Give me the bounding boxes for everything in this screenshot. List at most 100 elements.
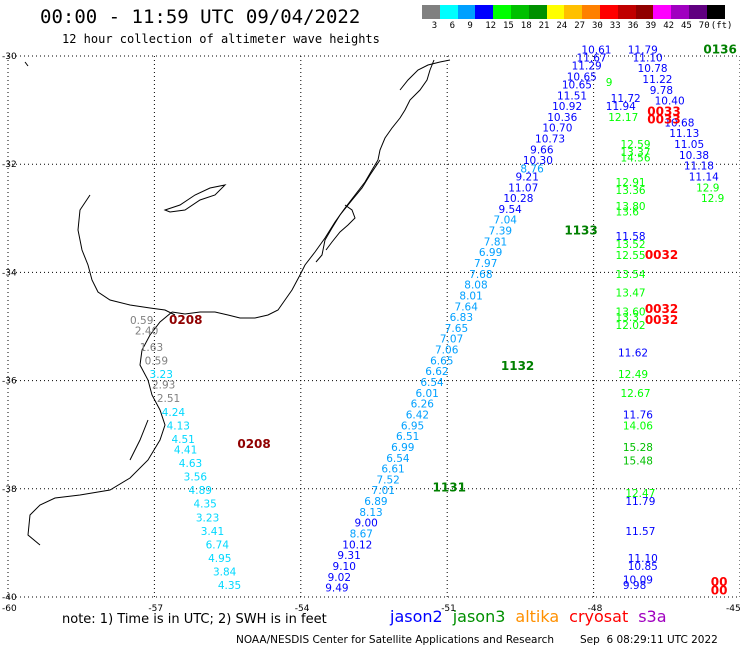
wave-height-value: 12.02 [616,320,646,332]
wave-height-value: 6.95 [401,420,424,432]
color-scale-label: 45 [681,21,692,31]
pass-time-label: 0032 [645,248,678,262]
wave-height-value: 9.31 [337,550,360,562]
wave-height-value: 10.65 [567,71,597,83]
wave-height-value: 14.06 [623,420,653,432]
wave-height-value: 3.41 [201,526,224,538]
wave-height-value: 7.06 [435,345,459,357]
wave-height-value: 14.56 [620,152,650,164]
units-note: note: 1) Time is in UTC; 2) SWH is in fe… [62,612,327,627]
wave-height-value: 10.36 [547,112,577,124]
wave-height-value: 9.21 [516,171,539,183]
wave-height-value: 0.59 [130,315,153,327]
wave-height-value: 4.24 [162,407,186,419]
color-swatch [475,5,494,19]
color-scale-label: 3 [431,21,438,31]
wave-height-value: 13.3 [616,312,639,324]
legend-entry: s3a [638,607,667,626]
coastline-lagoon-upper [399,59,451,91]
wave-height-value: 10.85 [628,561,658,573]
wave-height-value: 6.54 [386,453,410,465]
wave-height-value: 11.79 [625,496,655,508]
color-scale-label: 33 [609,21,621,31]
generation-timestamp: Sep 6 08:29:11 UTC 2022 [580,634,718,646]
color-swatch [493,5,511,19]
wave-height-value: 12.9 [696,182,719,194]
wave-height-value: 9.66 [530,144,554,156]
wave-height-value: 9.02 [328,572,351,584]
wave-height-value: 10.70 [542,123,572,135]
legend-entry: jason2 [390,607,443,626]
wave-height-value: 4.95 [208,553,231,565]
wave-height-value: 11.29 [572,61,602,73]
wave-height-value: 13.54 [616,269,646,281]
wave-height-value: 9.10 [333,561,356,573]
wave-height-value: 9.78 [650,85,673,97]
color-scale-label: 6 [449,21,456,31]
wave-height-value: 11.57 [625,526,655,538]
color-scale-label: 15 [503,21,514,31]
wave-height-value: 12.91 [616,177,646,189]
wave-height-value: 12.47 [625,488,655,500]
wave-height-value: 1.63 [140,342,163,354]
wave-height-value: 4.35 [193,499,216,511]
color-scale-label: 12 [485,21,497,31]
wave-height-value: 9.00 [354,518,377,530]
legend-entry: cryosat [569,607,629,626]
wave-height-value: 6.61 [381,464,404,476]
wave-height-value: 7.04 [494,215,518,227]
color-swatch [688,5,707,19]
color-scale-label: 9 [467,21,473,31]
wave-height-value: 7.52 [376,474,399,486]
wave-height-value: 2.40 [135,326,158,338]
wave-height-value: 6.51 [396,431,419,443]
wave-height-value: 10.12 [342,539,372,551]
pass-time-label: 00 [711,575,728,589]
wave-height-value: 6.99 [479,247,502,259]
color-scale-label: 27 [574,21,586,31]
lat-tick-label: -32 [2,160,17,170]
coastline-patos-lagoon [315,159,381,263]
wave-height-value: 10.09 [623,574,653,586]
lon-tick-label: -45 [726,604,740,614]
axis-ticks: -60 -57 -54 -51 -48 -45 -30 -32 -34 -36 -38 -40 [2,52,740,614]
legend-entry: jason3 [452,607,506,626]
wave-height-value: 11.62 [618,347,648,359]
color-swatch [422,5,440,19]
lat-tick-label: -34 [2,268,17,278]
color-scale-bar [422,5,725,19]
coastline-brazil [171,59,435,319]
wave-height-value: 10.65 [562,79,592,91]
wave-height-value: 11.07 [508,182,538,194]
wave-height-value: 4.13 [167,420,190,432]
wave-height-value: 3.56 [184,472,208,484]
pass-time-label: 0032 [645,302,678,316]
wave-height-value: 7.68 [469,269,492,281]
wave-height-value: 10.61 [581,44,611,56]
wave-height-value: 13.36 [616,185,646,197]
lagoon-mirim [163,184,227,213]
wave-height-value: 7.01 [372,485,395,497]
wave-height-value: 13.37 [620,147,650,159]
lat-tick-label: -36 [2,377,17,387]
wave-height-value: 8.13 [359,507,382,519]
legend-entry: altika [515,607,560,626]
wave-height-value: 9.54 [498,204,522,216]
lon-tick-label: -54 [295,604,310,614]
color-swatch [599,5,618,19]
color-swatch [706,5,725,19]
wave-height-value: 15.28 [623,442,653,454]
wave-height-value: 13.52 [616,239,646,251]
pass-time-label: 0032 [645,313,678,327]
pass-time-label: 0136 [703,42,736,56]
wave-height-value: 7.07 [440,334,463,346]
wave-height-value: 7.97 [474,258,497,270]
pass-time-label: 0208 [169,313,202,327]
wave-height-value: 4.89 [189,485,212,497]
wave-height-value: 8.01 [459,290,482,302]
wave-height-value: 12.49 [618,369,648,381]
wave-height-value: 10.78 [638,63,668,75]
wave-height-value: 11.14 [689,171,719,183]
coastline-argentina [129,419,149,461]
